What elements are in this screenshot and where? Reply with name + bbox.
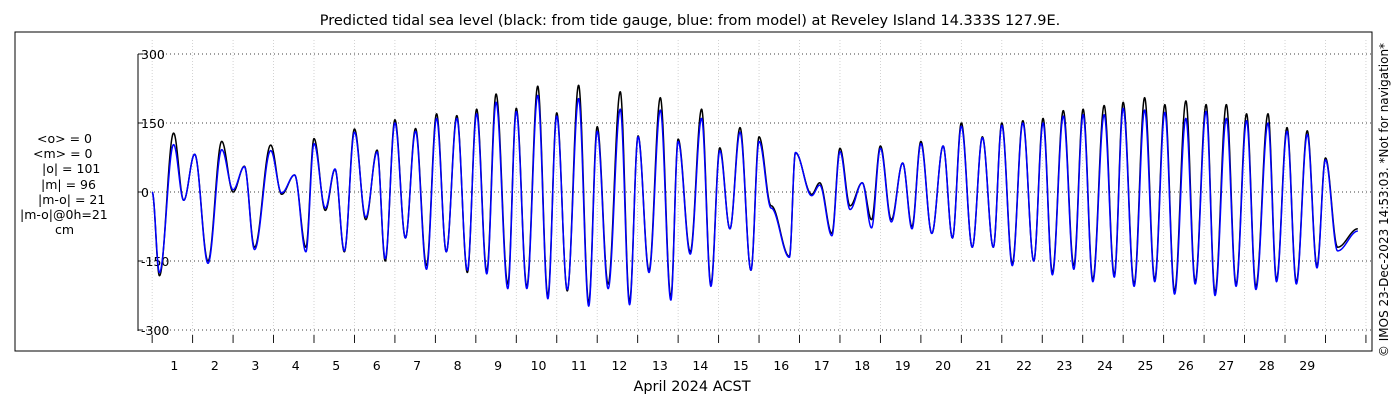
stat-unit: cm bbox=[55, 222, 75, 238]
x-axis-ticks: 1 2 3 4 5 6 7 8 9 10 11 12 13 14 15 16 17 18 19 20 21 22 23 24 2… bbox=[151, 335, 1367, 373]
series-group bbox=[151, 84, 1359, 307]
outer-frame bbox=[14, 31, 1373, 352]
x-tick-label: 15 bbox=[733, 358, 749, 373]
stat-model-abs: |m| = 96 bbox=[41, 176, 96, 192]
x-tick-label: 13 bbox=[652, 358, 668, 373]
x-tick-label: 18 bbox=[854, 358, 870, 373]
x-axis-label: April 2024 ACST bbox=[633, 379, 750, 395]
x-tick-label: 3 bbox=[251, 358, 259, 373]
x-tick-label: 21 bbox=[976, 358, 992, 373]
x-tick-label: 17 bbox=[814, 358, 830, 373]
y-tick-label: 0 bbox=[141, 185, 149, 200]
stat-model-mean: <m> = 0 bbox=[33, 146, 93, 162]
x-tick-label: 6 bbox=[373, 358, 381, 373]
x-tick-label: 23 bbox=[1057, 358, 1073, 373]
x-tick-label: 12 bbox=[611, 358, 627, 373]
y-tick-label: -300 bbox=[141, 323, 169, 338]
x-tick-label: 25 bbox=[1137, 358, 1153, 373]
statistics-panel: <o> = 0 <m> = 0 |o| = 101 |m| = 96 |m-o|… bbox=[0, 131, 110, 237]
x-tick-label: 1 bbox=[170, 358, 178, 373]
x-tick-label: 2 bbox=[211, 358, 219, 373]
copyright-text: © IMOS 23-Dec-2023 14:53:03. *Not for na… bbox=[1377, 42, 1391, 358]
x-tick-label: 24 bbox=[1097, 358, 1113, 373]
x-tick-label: 8 bbox=[454, 358, 462, 373]
y-tick-label: -150 bbox=[141, 254, 169, 269]
x-tick-label: 27 bbox=[1218, 358, 1234, 373]
x-tick-label: 22 bbox=[1016, 358, 1032, 373]
stat-observed-mean: <o> = 0 bbox=[37, 131, 92, 146]
x-tick-label: 7 bbox=[413, 358, 421, 373]
chart-title: Predicted tidal sea level (black: from t… bbox=[320, 13, 1061, 29]
stat-model-minus-observed-0h: |m-o|@0h=21 bbox=[20, 207, 108, 223]
x-tick-label: 29 bbox=[1299, 358, 1315, 373]
x-tick-label: 16 bbox=[773, 358, 789, 373]
x-tick-label: 14 bbox=[692, 358, 708, 373]
x-tick-label: 11 bbox=[571, 358, 587, 373]
stat-observed-abs: |o| = 101 bbox=[42, 161, 101, 177]
x-tick-label: 5 bbox=[332, 358, 340, 373]
stat-model-minus-observed: |m-o| = 21 bbox=[38, 191, 106, 207]
x-tick-label: 19 bbox=[895, 358, 911, 373]
x-tick-label: 28 bbox=[1259, 358, 1275, 373]
y-axis-ticks: 300 150 0 -150 -300 bbox=[138, 47, 169, 338]
x-tick-label: 10 bbox=[531, 358, 547, 373]
series-model-line bbox=[151, 94, 1359, 307]
x-tick-label: 9 bbox=[494, 358, 502, 373]
x-tick-label: 20 bbox=[935, 358, 951, 373]
y-tick-label: 300 bbox=[141, 47, 165, 62]
y-tick-label: 150 bbox=[141, 116, 165, 131]
x-tick-label: 26 bbox=[1178, 358, 1194, 373]
x-tick-label: 4 bbox=[292, 358, 300, 373]
